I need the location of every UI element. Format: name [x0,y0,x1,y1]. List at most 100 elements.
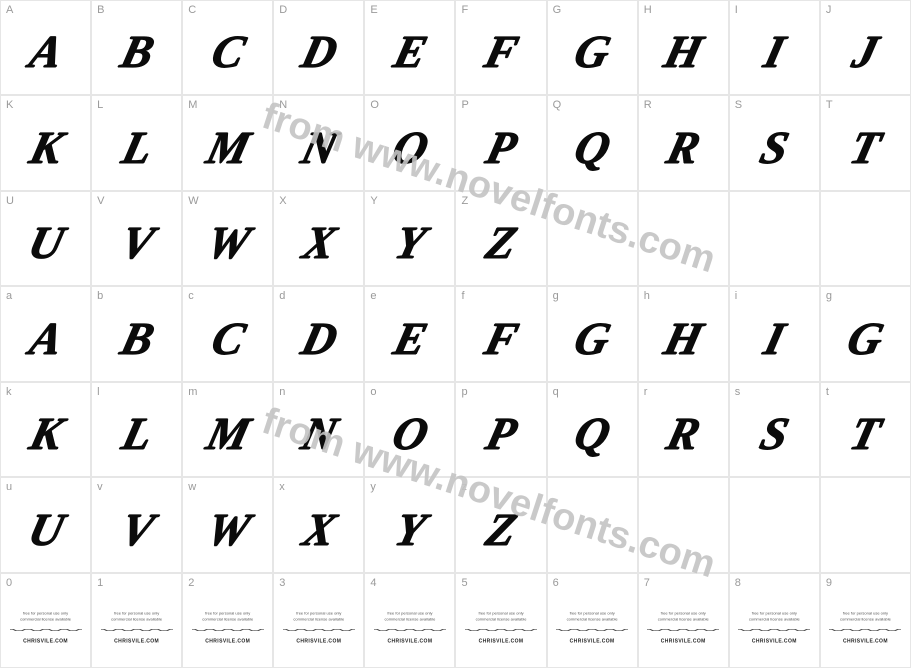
cell-label: R [644,99,652,111]
cell-label: X [279,195,286,207]
cell-label: c [188,290,194,302]
cell-glyph: A [25,316,66,362]
charmap-cell-digit: 6 free for personal use onlycommercial li… [547,573,638,668]
digit-line2: commercial license available [840,618,891,622]
charmap-cell: FF [455,0,546,95]
cell-label: U [6,195,14,207]
charmap-cell: GG [547,0,638,95]
cell-glyph: O [388,125,432,171]
cell-label: t [826,386,829,398]
charmap-cell-empty [729,191,820,286]
cell-glyph: X [298,507,339,553]
digit-line2: commercial license available [111,618,162,622]
charmap-cell: WW [182,191,273,286]
cell-label: 2 [188,577,194,589]
digit-logo-block: free for personal use onlycommercial lic… [8,611,84,644]
cell-label: F [461,4,468,16]
charmap-cell: iI [729,286,820,381]
charmap-cell: TT [820,95,911,190]
cell-label: T [826,99,833,111]
cell-glyph: O [388,411,432,457]
charmap-cell: tT [820,382,911,477]
charmap-cell: mM [182,382,273,477]
cell-label: p [461,386,467,398]
digit-logo-block: free for personal use onlycommercial lic… [372,611,448,644]
cell-glyph: P [482,411,521,457]
cell-label: E [370,4,377,16]
charmap-cell: kK [0,382,91,477]
digit-line1: free for personal use only [114,611,159,615]
cell-glyph: A [25,29,66,75]
cell-label: g [826,290,832,302]
digit-brand: CHRISVILE.COM [752,638,797,644]
digit-logo-block: free for personal use onlycommercial lic… [554,611,630,644]
charmap-cell-digit: 9free for personal use onlycommercial li… [820,573,911,668]
charmap-cell: lL [91,382,182,477]
cell-glyph: D [297,316,341,362]
cell-glyph: G [570,316,614,362]
cell-label: 6 [553,577,559,589]
cell-label: W [188,195,198,207]
charmap-cell-digit: 3 free for personal use only commercial li… [273,573,364,668]
charmap-cell: XX [273,191,364,286]
digit-brand: CHRISVILE.COM [843,638,888,644]
charmap-cell: hH [638,286,729,381]
cell-glyph: T [846,125,885,171]
cell-glyph: N [297,411,341,457]
cell-label: k [6,386,12,398]
charmap-cell: bB [91,286,182,381]
wing-icon: 〰〰 [192,628,264,633]
cell-label: V [97,195,104,207]
cell-glyph: P [482,125,521,171]
cell-label: a [6,290,12,302]
charmap-cell: aA [0,286,91,381]
digit-line2: commercial license available [293,618,344,622]
character-map-grid: from www.novelfonts.com from www.novelfo… [0,0,911,668]
charmap-cell: BB [91,0,182,95]
wing-icon: 〰〰 [647,628,719,633]
cell-label: f [461,290,464,302]
charmap-cell-empty [547,477,638,572]
digit-line1: free for personal use only [296,611,341,615]
cell-glyph: X [298,220,339,266]
cell-glyph: N [297,125,341,171]
digit-logo-block: free for personal use only commercial lic… [99,611,175,644]
cell-label: Q [553,99,562,111]
cell-label: v [97,481,103,493]
charmap-cell: JJ [820,0,911,95]
charmap-cell: gG [820,286,911,381]
charmap-cell: VV [91,191,182,286]
charmap-cell: rR [638,382,729,477]
cell-glyph: S [756,125,792,171]
cell-glyph: Q [570,411,614,457]
cell-glyph: R [663,125,704,171]
cell-label: D [279,4,287,16]
cell-label: 8 [735,577,741,589]
charmap-cell-digit: 7free for personal use onlycommercial li… [638,573,729,668]
cell-label: 3 [279,577,285,589]
charmap-cell: cC [182,286,273,381]
charmap-cell-empty [820,477,911,572]
cell-label: m [188,386,197,398]
digit-brand: CHRISVILE.COM [479,638,524,644]
digit-brand: CHRISVILE.COM [114,638,159,644]
cell-glyph: C [207,29,248,75]
digit-line1: free for personal use only [205,611,250,615]
cell-label: Z [461,195,468,207]
cell-label: l [97,386,99,398]
digit-line1: free for personal use only [661,611,706,615]
cell-glyph: K [25,125,66,171]
cell-glyph: F [480,29,521,75]
cell-label: J [826,4,832,16]
cell-glyph: G [844,316,888,362]
cell-glyph: U [24,220,68,266]
charmap-cell: qQ [547,382,638,477]
charmap-cell: NN [273,95,364,190]
charmap-cell-digit: 2free for personal use onlycommercial li… [182,573,273,668]
wing-icon: 〰〰 [829,628,901,633]
charmap-cell-digit: 5free for personal use onlycommercial li… [455,573,546,668]
cell-glyph: Q [570,125,614,171]
cell-label: n [279,386,285,398]
cell-label: 9 [826,577,832,589]
charmap-cell: LL [91,95,182,190]
